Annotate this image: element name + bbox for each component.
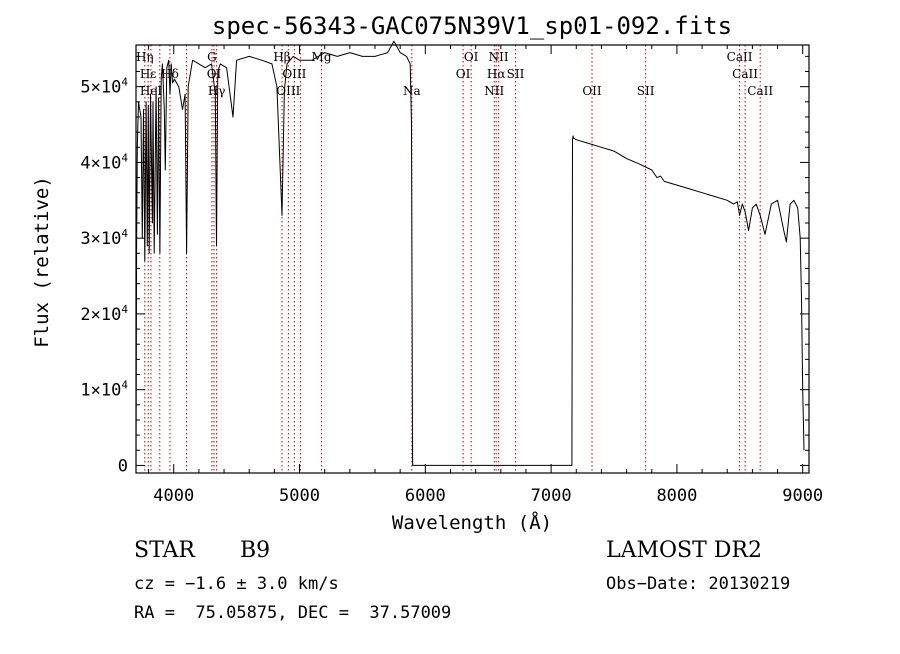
line-label: Mg (312, 50, 332, 64)
y-tick-mantissa: 4×10 (80, 153, 121, 173)
x-tick-label: 9000 (782, 486, 823, 506)
line-label: OIII (276, 84, 300, 98)
object-class-label: STAR (134, 538, 195, 563)
line-label: Na (403, 84, 421, 98)
line-label: Hδ (161, 67, 179, 81)
survey-name: LAMOST DR2 (606, 538, 762, 563)
line-label: OII (582, 84, 602, 98)
x-tick-label: 6000 (405, 486, 446, 506)
line-label: Hα (487, 67, 506, 81)
line-label: CaII (732, 67, 758, 81)
line-labels-layer: Hη Hε HeI Hδ G OI Hγ Hβ OIII OIII Mg Na OI OI NII Hα NII… (136, 50, 773, 98)
ra-dec-coordinates: RA = 75.05875, DEC = 37.57009 (134, 603, 452, 623)
line-label: Hη (136, 50, 154, 64)
line-markers-layer (144, 45, 761, 473)
line-label: G (207, 50, 217, 64)
object-subclass: B9 (240, 538, 271, 563)
y-tick-label: 0 (118, 456, 128, 476)
chart-title: spec-56343-GAC075N39V1_sp01-092.fits (212, 12, 732, 40)
line-label: OI (464, 50, 479, 64)
line-label: SII (637, 84, 655, 98)
line-label: CaII (747, 84, 773, 98)
axis-ticks-layer: 4000 5000 6000 7000 8000 900001×1042×1043×104… (80, 45, 823, 506)
y-tick-label: 2×104 (80, 303, 128, 325)
line-label: CaII (727, 50, 753, 64)
series-layer (135, 40, 805, 466)
x-tick-label: 4000 (153, 486, 194, 506)
line-label: Hε (140, 67, 157, 81)
y-tick-exponent: 4 (121, 151, 128, 164)
y-tick-exponent: 4 (121, 379, 128, 392)
x-tick-label: 5000 (279, 486, 320, 506)
y-tick-exponent: 4 (121, 303, 128, 316)
x-tick-label: 8000 (656, 486, 697, 506)
plot-frame (135, 44, 810, 474)
y-tick-mantissa: 1×10 (80, 381, 121, 401)
line-label: NII (484, 84, 504, 98)
line-label: NII (489, 50, 509, 64)
y-tick-label: 5×104 (80, 76, 128, 98)
line-label: OI (207, 67, 222, 81)
line-label: OI (456, 67, 471, 81)
line-label: OIII (282, 67, 306, 81)
x-axis-label: Wavelength (Å) (392, 511, 552, 534)
y-tick-mantissa: 5×10 (80, 78, 121, 98)
observation-date: Obs−Date: 20130219 (606, 574, 791, 594)
y-tick-label: 3×104 (80, 227, 128, 249)
line-label: SII (507, 67, 525, 81)
redshift-velocity: cz = −1.6 ± 3.0 km/s (134, 574, 339, 594)
line-label: Hγ (208, 84, 226, 98)
y-tick-label: 1×104 (80, 379, 128, 401)
y-tick-exponent: 4 (121, 76, 128, 89)
y-axis-label: Flux (relative) (31, 176, 53, 348)
y-tick-mantissa: 3×10 (80, 229, 121, 249)
y-tick-mantissa: 2×10 (80, 305, 121, 325)
y-tick-exponent: 4 (121, 227, 128, 240)
spectrum-line (135, 40, 805, 466)
x-tick-label: 7000 (531, 486, 572, 506)
line-label: HeI (140, 84, 163, 98)
line-label: Hβ (273, 50, 290, 64)
y-tick-label: 4×104 (80, 151, 128, 173)
